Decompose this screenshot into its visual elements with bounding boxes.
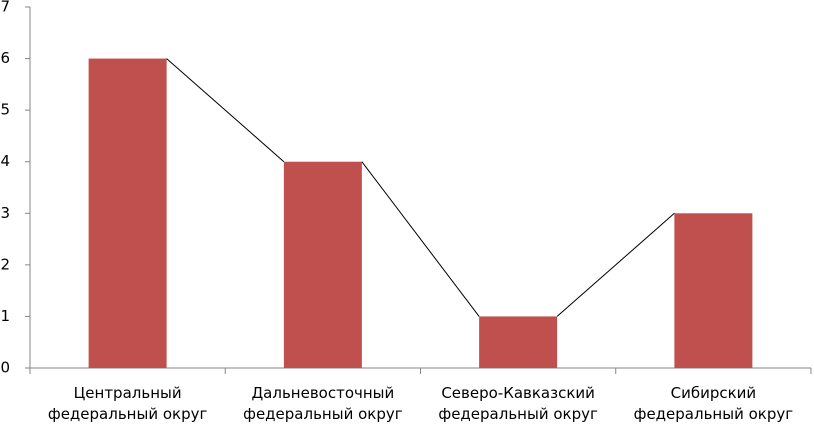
y-tick-label: 1: [0, 307, 10, 325]
connector-line: [361, 161, 480, 317]
x-tick-label: Сибирский федеральный округ: [633, 384, 794, 423]
y-tick-label: 6: [0, 49, 10, 67]
y-tick-label: 0: [0, 359, 10, 377]
bar: [674, 213, 753, 368]
y-tick-label: 7: [0, 0, 10, 16]
connector-line: [166, 58, 285, 163]
y-tick-label: 4: [0, 152, 10, 170]
y-tick-label: 5: [0, 101, 10, 119]
x-tick-label: Северо-Кавказский федеральный округ: [438, 384, 598, 423]
y-tick-label: 2: [0, 255, 10, 273]
bar: [283, 161, 362, 368]
bar: [88, 58, 167, 368]
x-tick-label: Дальневосточный федеральный округ: [243, 384, 403, 423]
connector-line: [556, 212, 675, 317]
bar: [479, 316, 558, 368]
x-tick-label: Центральный федеральный округ: [47, 384, 208, 423]
y-tick-label: 3: [0, 204, 10, 222]
